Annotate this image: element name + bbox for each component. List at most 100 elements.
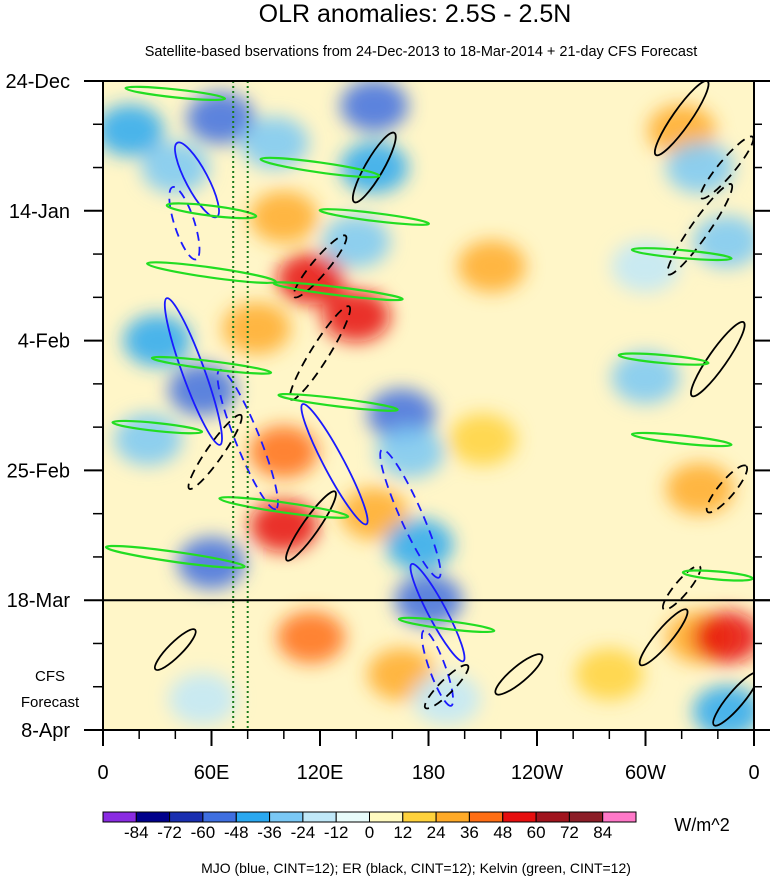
er-contour-5 xyxy=(423,664,470,710)
colorbar-swatch-1 xyxy=(135,811,171,823)
kelvin-contour-7 xyxy=(277,392,399,412)
forecast-label-line1: CFS xyxy=(35,668,65,685)
colorbar-label-12: 60 xyxy=(527,823,546,842)
wave-contours xyxy=(104,81,754,727)
colorbar-swatch-2 xyxy=(169,811,204,823)
colorbar-label-2: -60 xyxy=(191,823,216,842)
forecast-label-line2: Forecast xyxy=(21,694,80,711)
kelvin-contour-5 xyxy=(272,281,404,302)
colorbar-swatch-15 xyxy=(602,811,637,823)
field-cell-10 xyxy=(222,302,291,355)
field-cell-17 xyxy=(249,500,318,552)
field-cell-33 xyxy=(665,462,734,515)
field-cell-37 xyxy=(575,648,644,701)
mjo-contour-1 xyxy=(168,186,201,261)
field-cell-36 xyxy=(692,685,754,730)
colorbar-swatch-14 xyxy=(568,811,604,823)
field-cell-24 xyxy=(277,611,345,664)
field-cell-16 xyxy=(249,425,318,478)
colorbar-label-6: -12 xyxy=(324,823,349,842)
colorbar-label-9: 24 xyxy=(427,823,446,842)
kelvin-contour-10 xyxy=(104,544,246,569)
x-tick-label-2: 120E xyxy=(297,762,344,784)
field-cell-26 xyxy=(168,673,237,726)
y-tick-label-5: 8-Apr xyxy=(21,720,70,742)
x-tick-label-3: 180 xyxy=(412,762,445,784)
colorbar-label-8: 12 xyxy=(393,823,412,842)
field-cell-8 xyxy=(277,252,345,305)
field-cell-32 xyxy=(611,351,680,404)
x-tick-label-1: 60E xyxy=(194,762,230,784)
chart-title: OLR anomalies: 2.5S - 2.5N xyxy=(259,0,572,28)
er-contour-13 xyxy=(638,608,689,667)
field-cell-0 xyxy=(103,104,165,157)
colorbar-swatch-11 xyxy=(468,811,504,823)
colorbar-label-10: 36 xyxy=(460,823,479,842)
kelvin-contour-13 xyxy=(630,431,733,448)
y-tick-label-1: 14-Jan xyxy=(9,201,70,223)
kelvin-contour-3 xyxy=(318,208,430,226)
field-cell-27 xyxy=(412,673,481,726)
colorbar-label-13: 72 xyxy=(560,823,579,842)
colorbar-label-3: -48 xyxy=(224,823,249,842)
er-contour-6 xyxy=(494,653,544,696)
field-cell-7 xyxy=(249,191,318,243)
er-contour-0 xyxy=(351,131,397,204)
field-cell-20 xyxy=(385,518,454,571)
colorbar-swatch-6 xyxy=(302,811,337,823)
colorbar-label-0: -84 xyxy=(124,823,149,842)
er-contour-11 xyxy=(705,464,749,514)
colorbar-label-4: -36 xyxy=(257,823,282,842)
field-cell-31 xyxy=(692,215,754,268)
colorbar-label-7: 0 xyxy=(365,823,374,842)
mjo-contour-5 xyxy=(379,448,442,579)
field-cell-2 xyxy=(186,92,255,145)
kelvin-contour-8 xyxy=(111,419,204,435)
field-cell-15 xyxy=(376,425,445,478)
mjo-contour-6 xyxy=(409,562,466,663)
kelvin-contour-14 xyxy=(630,247,733,262)
plot-area xyxy=(103,81,754,730)
colorbar-swatch-12 xyxy=(502,811,537,823)
field-cell-11 xyxy=(123,314,192,367)
x-tick-label-4: 120W xyxy=(511,762,563,784)
er-contour-2 xyxy=(187,413,243,490)
field-cell-30 xyxy=(611,240,680,293)
mjo-contour-7 xyxy=(420,629,455,707)
field-cell-22 xyxy=(457,240,526,293)
x-tick-label-5: 60W xyxy=(625,762,666,784)
kelvin-contour-15 xyxy=(681,569,754,582)
colorbar-label-5: -24 xyxy=(291,823,316,842)
colorbar-label-14: 84 xyxy=(593,823,612,842)
colorbar-swatch-4 xyxy=(235,811,271,823)
field-cell-4 xyxy=(340,81,409,132)
colorbar-swatch-13 xyxy=(535,811,570,823)
chart-subtitle: Satellite-based bservations from 24-Dec-… xyxy=(145,44,697,60)
x-tick-label-0: 0 xyxy=(97,762,108,784)
field-cell-13 xyxy=(114,413,183,466)
colorbar-swatch-10 xyxy=(435,811,470,823)
field-cell-1 xyxy=(141,141,210,194)
field-cell-3 xyxy=(240,116,309,169)
field-cell-29 xyxy=(665,141,734,194)
er-contour-3 xyxy=(285,490,337,562)
colorbar-swatch-7 xyxy=(335,811,371,823)
kelvin-contour-12 xyxy=(617,352,710,366)
er-contour-9 xyxy=(699,135,754,200)
kelvin-contour-6 xyxy=(150,355,273,375)
er-contour-12 xyxy=(662,564,702,611)
er-contour-8 xyxy=(666,183,734,276)
er-contour-4 xyxy=(292,234,348,299)
field-cell-35 xyxy=(692,611,754,664)
y-tick-label-0: 24-Dec xyxy=(6,71,70,93)
x-tick-label-6: 0 xyxy=(748,762,759,784)
mjo-contour-4 xyxy=(300,403,369,526)
colorbar-swatch-3 xyxy=(202,811,237,823)
field-cell-18 xyxy=(340,487,409,540)
colorbar-label-1: -72 xyxy=(157,823,182,842)
field-cell-23 xyxy=(448,413,517,466)
kelvin-contour-2 xyxy=(165,202,258,220)
er-contour-15 xyxy=(153,628,197,671)
y-tick-label-3: 25-Feb xyxy=(7,460,70,482)
er-contour-10 xyxy=(690,320,746,398)
